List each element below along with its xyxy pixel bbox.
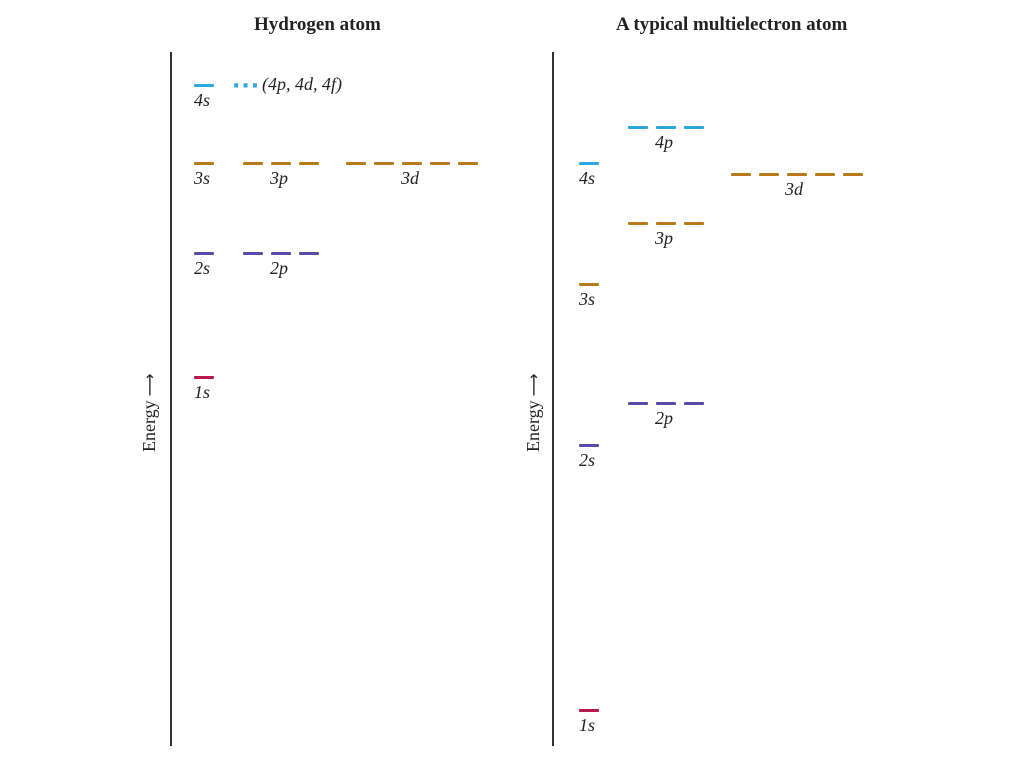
- orbital-dash: [299, 162, 319, 165]
- hydrogen-title: Hydrogen atom: [254, 14, 381, 35]
- arrow-up-icon: ⟶: [139, 373, 159, 397]
- m-4s-level: [579, 162, 599, 165]
- h-3p-level: [243, 162, 319, 165]
- m-2p-label: 2p: [655, 408, 673, 428]
- energy-text: Energy: [522, 400, 543, 452]
- multielectron-title: A typical multielectron atom: [616, 14, 848, 35]
- orbital-dash: [243, 162, 263, 165]
- m-2p-level: [628, 402, 704, 405]
- h-1s-label: 1s: [194, 382, 211, 402]
- orbital-dash: [243, 252, 263, 255]
- hydrogen-energy-label: Energy ⟶: [137, 322, 161, 452]
- orbital-dash: [194, 376, 214, 379]
- orbital-dash: [458, 162, 478, 165]
- m-4s-label: 4s: [579, 168, 596, 188]
- h-4s-label: 4s: [194, 90, 211, 110]
- orbital-dash: [402, 162, 422, 165]
- orbital-dash: [430, 162, 450, 165]
- orbital-dash: [299, 252, 319, 255]
- orbital-dash: [346, 162, 366, 165]
- m-4p-level: [628, 126, 704, 129]
- m-4p-label: 4p: [655, 132, 673, 152]
- h-3p-label: 3p: [270, 168, 288, 188]
- orbital-dash: [628, 402, 648, 405]
- m-3d-level: [731, 173, 863, 176]
- h-1s-level: [194, 376, 214, 379]
- h-2p-label: 2p: [270, 258, 288, 278]
- h-2s-label: 2s: [194, 258, 211, 278]
- orbital-dash: [194, 84, 214, 87]
- orbital-dash: [579, 444, 599, 447]
- hydrogen-energy-axis: [170, 52, 172, 746]
- orbital-dash: [579, 283, 599, 286]
- orbital-dash: [787, 173, 807, 176]
- h-2p-level: [243, 252, 319, 255]
- multielectron-energy-label: Energy ⟶: [521, 322, 545, 452]
- orbital-dash: [194, 252, 214, 255]
- orbital-dash: [628, 222, 648, 225]
- orbital-dash: [815, 173, 835, 176]
- m-1s-level: [579, 709, 599, 712]
- h-3d-level: [346, 162, 478, 165]
- multielectron-energy-axis: [552, 52, 554, 746]
- orbital-dash: [656, 222, 676, 225]
- orbital-dash: [684, 126, 704, 129]
- m-2s-level: [579, 444, 599, 447]
- orbital-dash: [579, 709, 599, 712]
- m-1s-label: 1s: [579, 715, 596, 735]
- orbital-dash: [628, 126, 648, 129]
- h-4-higher-dots: ···: [232, 74, 261, 99]
- orbital-dash: [759, 173, 779, 176]
- orbital-dash: [374, 162, 394, 165]
- h-4s-level: [194, 84, 214, 87]
- orbital-dash: [271, 252, 291, 255]
- orbital-dash: [684, 402, 704, 405]
- orbital-dash: [656, 126, 676, 129]
- orbital-dash: [194, 162, 214, 165]
- energy-text: Energy: [138, 400, 159, 452]
- orbital-dash: [684, 222, 704, 225]
- orbital-dash: [731, 173, 751, 176]
- orbital-dash: [656, 402, 676, 405]
- m-2s-label: 2s: [579, 450, 596, 470]
- m-3d-label: 3d: [785, 179, 803, 199]
- orbital-dash: [579, 162, 599, 165]
- arrow-up-icon: ⟶: [523, 373, 543, 397]
- m-3p-label: 3p: [655, 228, 673, 248]
- h-4-higher-label: (4p, 4d, 4f): [262, 74, 342, 94]
- orbital-dash: [271, 162, 291, 165]
- h-3d-label: 3d: [401, 168, 419, 188]
- h-3s-level: [194, 162, 214, 165]
- m-3p-level: [628, 222, 704, 225]
- h-3s-label: 3s: [194, 168, 211, 188]
- orbital-dash: [843, 173, 863, 176]
- h-2s-level: [194, 252, 214, 255]
- m-3s-level: [579, 283, 599, 286]
- m-3s-label: 3s: [579, 289, 596, 309]
